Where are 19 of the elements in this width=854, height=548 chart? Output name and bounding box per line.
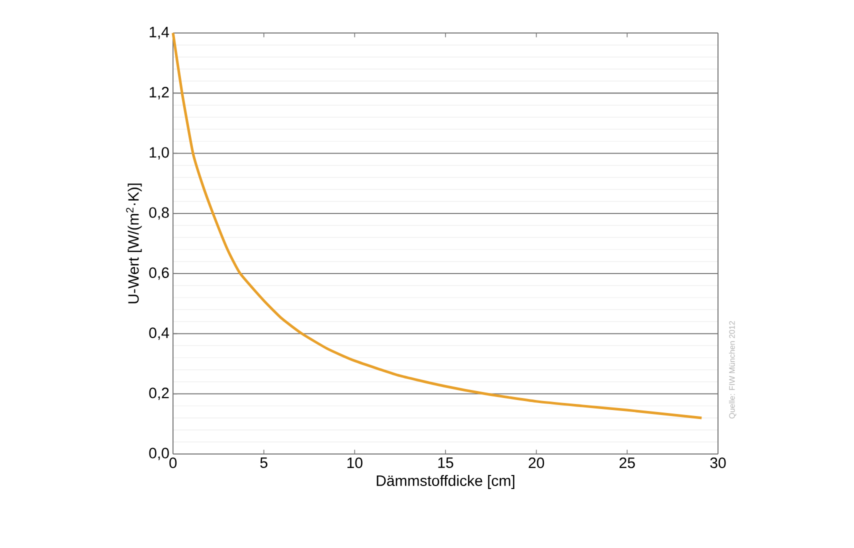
x-axis-title: Dämmstoffdicke [cm] xyxy=(376,475,514,489)
line-series xyxy=(172,32,703,420)
x-tick-label: 30 xyxy=(710,458,726,468)
x-tick-label: 0 xyxy=(169,458,177,468)
y-tick-label: 0,2 xyxy=(149,388,169,400)
x-tick-label: 15 xyxy=(438,458,454,468)
source-note: Quelle: FIW München 2012 xyxy=(728,321,736,418)
x-tick-label: 10 xyxy=(347,458,362,468)
y-tick-label: 1,0 xyxy=(150,147,169,160)
x-tick-label: 20 xyxy=(528,458,544,468)
y-tick-label: 0,8 xyxy=(149,207,169,220)
y-tick-label: 0,0 xyxy=(149,448,169,460)
y-tick-label: 1,4 xyxy=(150,26,170,40)
y-tick-label: 1,2 xyxy=(150,86,169,100)
x-tick-label: 25 xyxy=(620,458,635,468)
y-tick-label: 0,4 xyxy=(149,328,170,340)
y-tick-label: 0,6 xyxy=(149,267,169,280)
x-tick-label: 5 xyxy=(260,458,268,468)
y-axis-title: U-Wert [W/(m$^{2}$·K)] xyxy=(126,184,142,304)
